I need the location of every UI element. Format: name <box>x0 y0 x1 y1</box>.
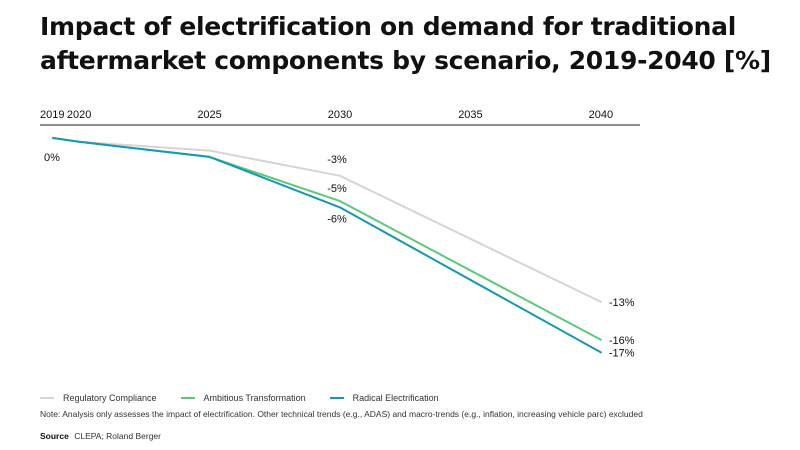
legend-item-regulatory-compliance: Regulatory Compliance <box>40 393 157 403</box>
series-line-ambitious-transformation <box>52 137 602 341</box>
source-label: Source <box>40 431 69 441</box>
x-tick-label-2040: 2040 <box>589 109 613 121</box>
data-label-regulatory-compliance-2030: -3% <box>327 154 347 166</box>
data-label-regulatory-compliance-2040: -13% <box>609 297 635 309</box>
x-tick-label-2030: 2030 <box>328 109 352 121</box>
line-chart: 2019 2020 2025 2030 2035 2040 0% -3% -13% -5% -16%… <box>40 109 640 359</box>
legend-item-ambitious-transformation: Ambitious Transformation <box>180 393 306 403</box>
legend-swatch-regulatory-compliance <box>40 397 54 399</box>
data-label-ambitious-transformation-2030: -5% <box>327 183 347 195</box>
legend-label-radical-electrification: Radical Electrification <box>352 393 439 403</box>
x-tick-label-2019: 2019 <box>40 109 64 121</box>
chart-title-line-1: Impact of electrification on demand for … <box>40 12 737 41</box>
series-line-radical-electrification <box>52 137 602 354</box>
chart-note: Note: Analysis only assesses the impact … <box>40 409 643 419</box>
legend-label-ambitious-transformation: Ambitious Transformation <box>203 393 306 403</box>
data-label-start: 0% <box>44 152 60 164</box>
x-tick-label-2020: 2020 <box>67 109 91 121</box>
legend-label-regulatory-compliance: Regulatory Compliance <box>63 393 157 403</box>
x-tick-label-2025: 2025 <box>197 109 221 121</box>
x-tick-label-2035: 2035 <box>458 109 482 121</box>
data-label-ambitious-transformation-2040: -16% <box>609 335 635 347</box>
chart-legend: Regulatory Compliance Ambitious Transfor… <box>40 393 439 403</box>
data-label-radical-electrification-2040: -17% <box>609 347 635 359</box>
data-label-radical-electrification-2030: -6% <box>327 213 347 225</box>
legend-swatch-ambitious-transformation <box>180 397 195 399</box>
chart-source: Source CLEPA; Roland Berger <box>40 431 161 441</box>
legend-item-radical-electrification: Radical Electrification <box>329 393 439 403</box>
source-text: CLEPA; Roland Berger <box>74 431 161 441</box>
chart-title: Impact of electrification on demand for … <box>40 10 780 78</box>
legend-swatch-radical-electrification <box>329 397 344 399</box>
chart-title-line-2: aftermarket components by scenario, 2019… <box>40 46 771 75</box>
